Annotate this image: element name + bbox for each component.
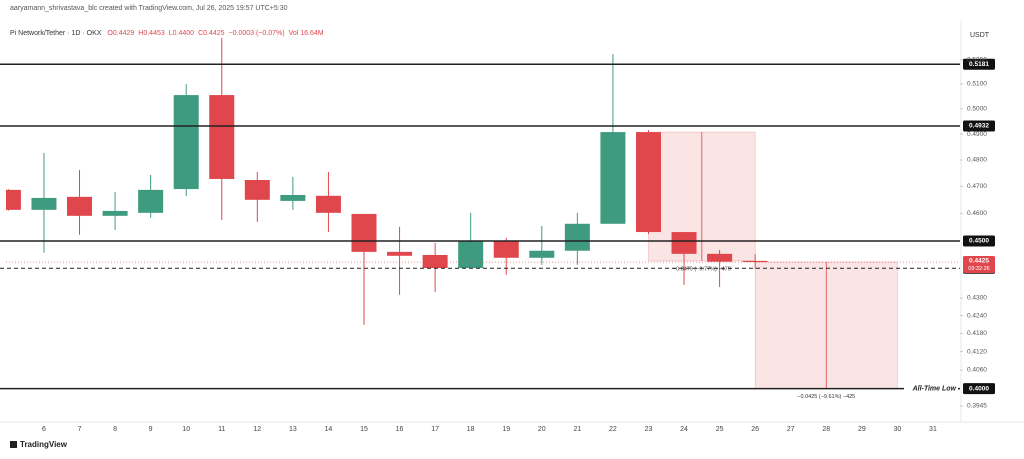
- candle-body: [351, 213, 377, 252]
- plot: [6, 38, 960, 389]
- candle-body: [209, 95, 235, 179]
- candle-body: [387, 251, 413, 256]
- x-tick-label: 6: [42, 426, 46, 433]
- legend-value: Vol 16.64M: [289, 30, 324, 37]
- y-tick-label: 0.5100: [967, 81, 987, 88]
- x-tick-label: 31: [929, 426, 937, 433]
- candle-body: [422, 254, 448, 268]
- currency: USDT: [970, 32, 990, 39]
- chart-title: aaryamann_shrivastava_blc created with T…: [10, 5, 288, 12]
- candle-body: [173, 95, 199, 190]
- candle-body: [244, 180, 270, 200]
- candle-body: [31, 197, 57, 210]
- x-tick-label: 7: [78, 426, 82, 433]
- candle-body: [67, 196, 93, 216]
- countdown: 09:32:26: [968, 266, 989, 272]
- x-tick-label: 24: [680, 426, 688, 433]
- x-tick-label: 16: [396, 426, 404, 433]
- brand-logo: [10, 441, 17, 448]
- measure-label: −0.0425 (−9.61%) −425: [797, 394, 855, 400]
- level-note: All-Time Low: [912, 386, 957, 393]
- y-tick-label: 0.4180: [967, 330, 987, 337]
- y-tick-label: 0.5000: [967, 106, 987, 113]
- y-tick-label: 0.3945: [967, 403, 987, 410]
- y-tick-label: 0.4600: [967, 210, 987, 217]
- candle-body: [742, 260, 768, 263]
- x-tick-label: 28: [822, 426, 830, 433]
- candle-body: [493, 240, 519, 258]
- x-tick-label: 30: [894, 426, 902, 433]
- x-tick-label: 10: [182, 426, 190, 433]
- x-tick-label: 29: [858, 426, 866, 433]
- level-label-box: [963, 235, 995, 247]
- y-tick-label: 0.4700: [967, 183, 987, 190]
- y-tick-label: 0.4060: [967, 367, 987, 374]
- x-tick-label: 15: [360, 426, 368, 433]
- legend-value: H0.4453: [138, 30, 165, 37]
- y-tick-label: 0.4240: [967, 312, 987, 319]
- brand: TradingView: [20, 440, 68, 449]
- x-tick-label: 11: [218, 426, 225, 433]
- legend-value: C0.4425: [198, 30, 225, 37]
- x-tick-label: 25: [716, 426, 724, 433]
- note-bg: [904, 383, 958, 394]
- last-price-box: [963, 256, 995, 274]
- symbol: Pi Network/Tether · 1D · OKX: [10, 30, 102, 37]
- level-label: 0.4500: [969, 238, 989, 245]
- measure-label: −0.0479 (−9.77%) −479: [673, 266, 731, 272]
- level-label: 0.5181: [969, 61, 989, 68]
- level-label: 0.4000: [969, 385, 989, 392]
- x-tick-label: 9: [149, 426, 153, 433]
- level-label-box: [963, 120, 995, 132]
- y-tick-label: 0.4900: [967, 131, 987, 138]
- x-tick-label: 26: [751, 426, 759, 433]
- level-label-box: [963, 383, 995, 395]
- y-tick-label: 0.4120: [967, 348, 987, 355]
- level-label-box: [963, 58, 995, 70]
- candle-body: [707, 253, 733, 262]
- x-tick-label: 27: [787, 426, 795, 433]
- legend-value: −0.0003 (−0.07%): [229, 30, 285, 37]
- candle-body: [529, 250, 555, 258]
- x-tick-label: 18: [467, 426, 475, 433]
- y-tick-label: 0.4300: [967, 295, 987, 302]
- overlay: −0.0479 (−9.77%) −479 −0.0425 (−9.61%) −4…: [0, 58, 995, 400]
- candle-body: [315, 195, 341, 213]
- candle-body: [102, 210, 128, 216]
- candle-body: [138, 189, 164, 213]
- candle-body: [458, 240, 484, 268]
- x-tick-label: 20: [538, 426, 546, 433]
- x-tick-label: 22: [609, 426, 617, 433]
- candle-body: [600, 132, 626, 224]
- candle-body: [280, 194, 306, 201]
- legend-value: O0.4429: [107, 30, 134, 37]
- x-tick-label: 12: [253, 426, 261, 433]
- y-tick-label: 0.4800: [967, 157, 987, 164]
- y-tick-label: 0.5200: [967, 56, 987, 63]
- legend-value: L0.4400: [169, 30, 194, 37]
- last-price-label: 0.4425: [969, 258, 989, 265]
- candle-body: [6, 189, 21, 210]
- candle-body: [564, 223, 590, 251]
- x-tick-label: 17: [431, 426, 439, 433]
- x-tick-label: 8: [113, 426, 117, 433]
- candle-body: [635, 132, 661, 233]
- x-tick-label: 14: [325, 426, 333, 433]
- x-tick-label: 23: [645, 426, 653, 433]
- candle-body: [671, 232, 697, 254]
- level-label: 0.4932: [969, 123, 989, 130]
- x-tick-label: 13: [289, 426, 297, 433]
- x-tick-label: 21: [573, 426, 581, 433]
- x-tick-label: 19: [502, 426, 510, 433]
